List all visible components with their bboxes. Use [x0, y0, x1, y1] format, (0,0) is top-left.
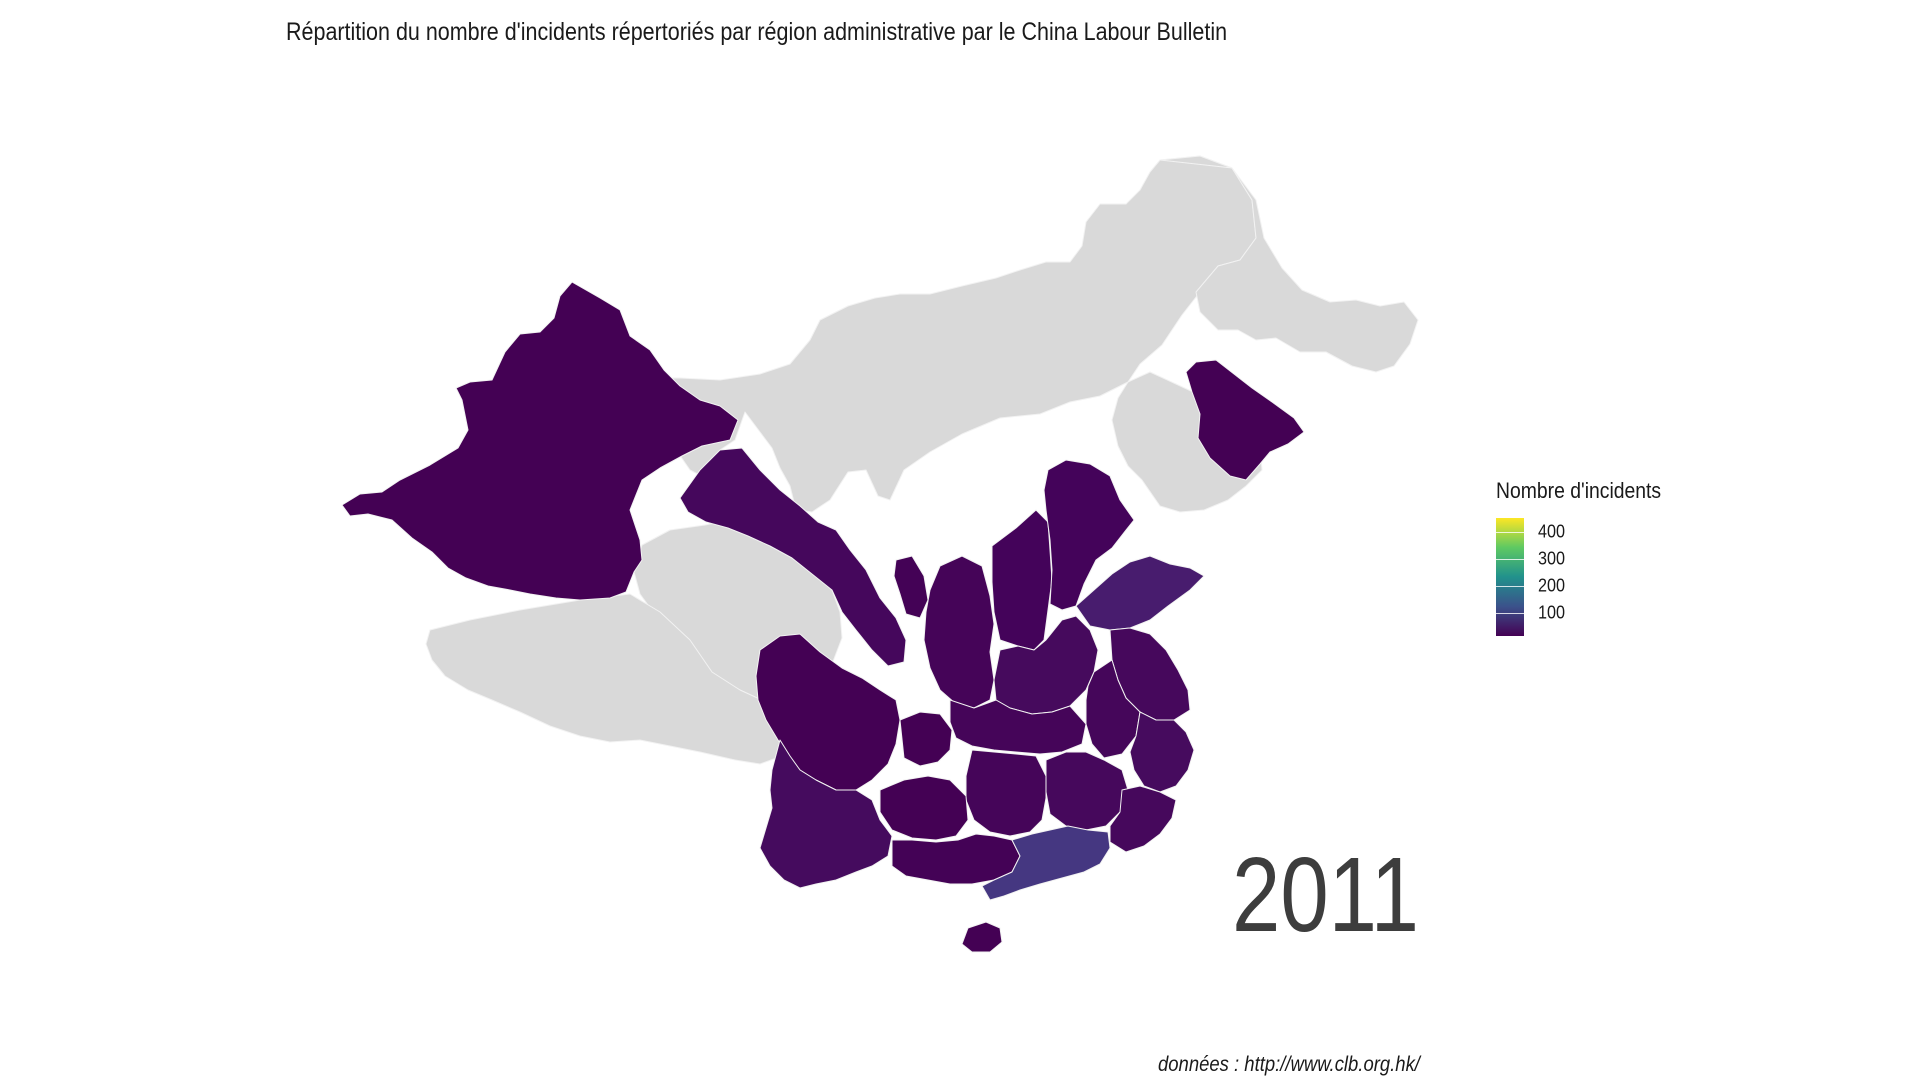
- region-shaanxi: [923, 555, 995, 709]
- region-guizhou: [879, 775, 969, 841]
- year-label: 2011: [1232, 836, 1419, 954]
- legend-tick-label-100: 100: [1538, 602, 1566, 623]
- region-hainan: [961, 921, 1003, 953]
- region-zhejiang: [1129, 711, 1195, 793]
- legend-title: Nombre d'incidents: [1496, 478, 1662, 503]
- region-shanxi: [991, 509, 1053, 651]
- region-heilongjiang: [1159, 155, 1419, 373]
- legend-tick-label-300: 300: [1538, 548, 1566, 569]
- region-hubei: [949, 699, 1087, 755]
- legend-tick-200: [1496, 586, 1524, 587]
- legend-color-bar: 400 300 200 100: [1496, 518, 1565, 636]
- region-hunan: [965, 749, 1047, 837]
- region-yunnan: [759, 739, 893, 889]
- legend-tick-label-200: 200: [1538, 575, 1566, 596]
- legend-tick-400: [1496, 532, 1524, 533]
- source-caption: données : http://www.clb.org.hk/: [1158, 1053, 1420, 1076]
- region-tibet: [425, 593, 791, 765]
- region-fujian: [1109, 785, 1177, 853]
- region-hebei-beijing-tianjin: [1043, 459, 1135, 611]
- region-gansu: [679, 447, 907, 667]
- region-chongqing: [899, 711, 953, 767]
- legend-tick-label-400: 400: [1538, 521, 1566, 542]
- region-anhui: [1085, 659, 1141, 759]
- legend: Nombre d'incidents 400 300 200 100: [1496, 478, 1684, 636]
- region-shandong: [1075, 555, 1205, 631]
- legend-tick-300: [1496, 559, 1524, 560]
- region-xinjiang: [341, 281, 739, 601]
- region-guangdong: [981, 825, 1111, 901]
- region-inner-mongolia: [641, 155, 1257, 513]
- map-title: Répartition du nombre d'incidents répert…: [286, 18, 1228, 46]
- region-ningxia: [893, 555, 929, 619]
- region-jilin: [1185, 359, 1305, 481]
- legend-tick-100: [1496, 613, 1524, 614]
- region-sichuan: [755, 633, 901, 791]
